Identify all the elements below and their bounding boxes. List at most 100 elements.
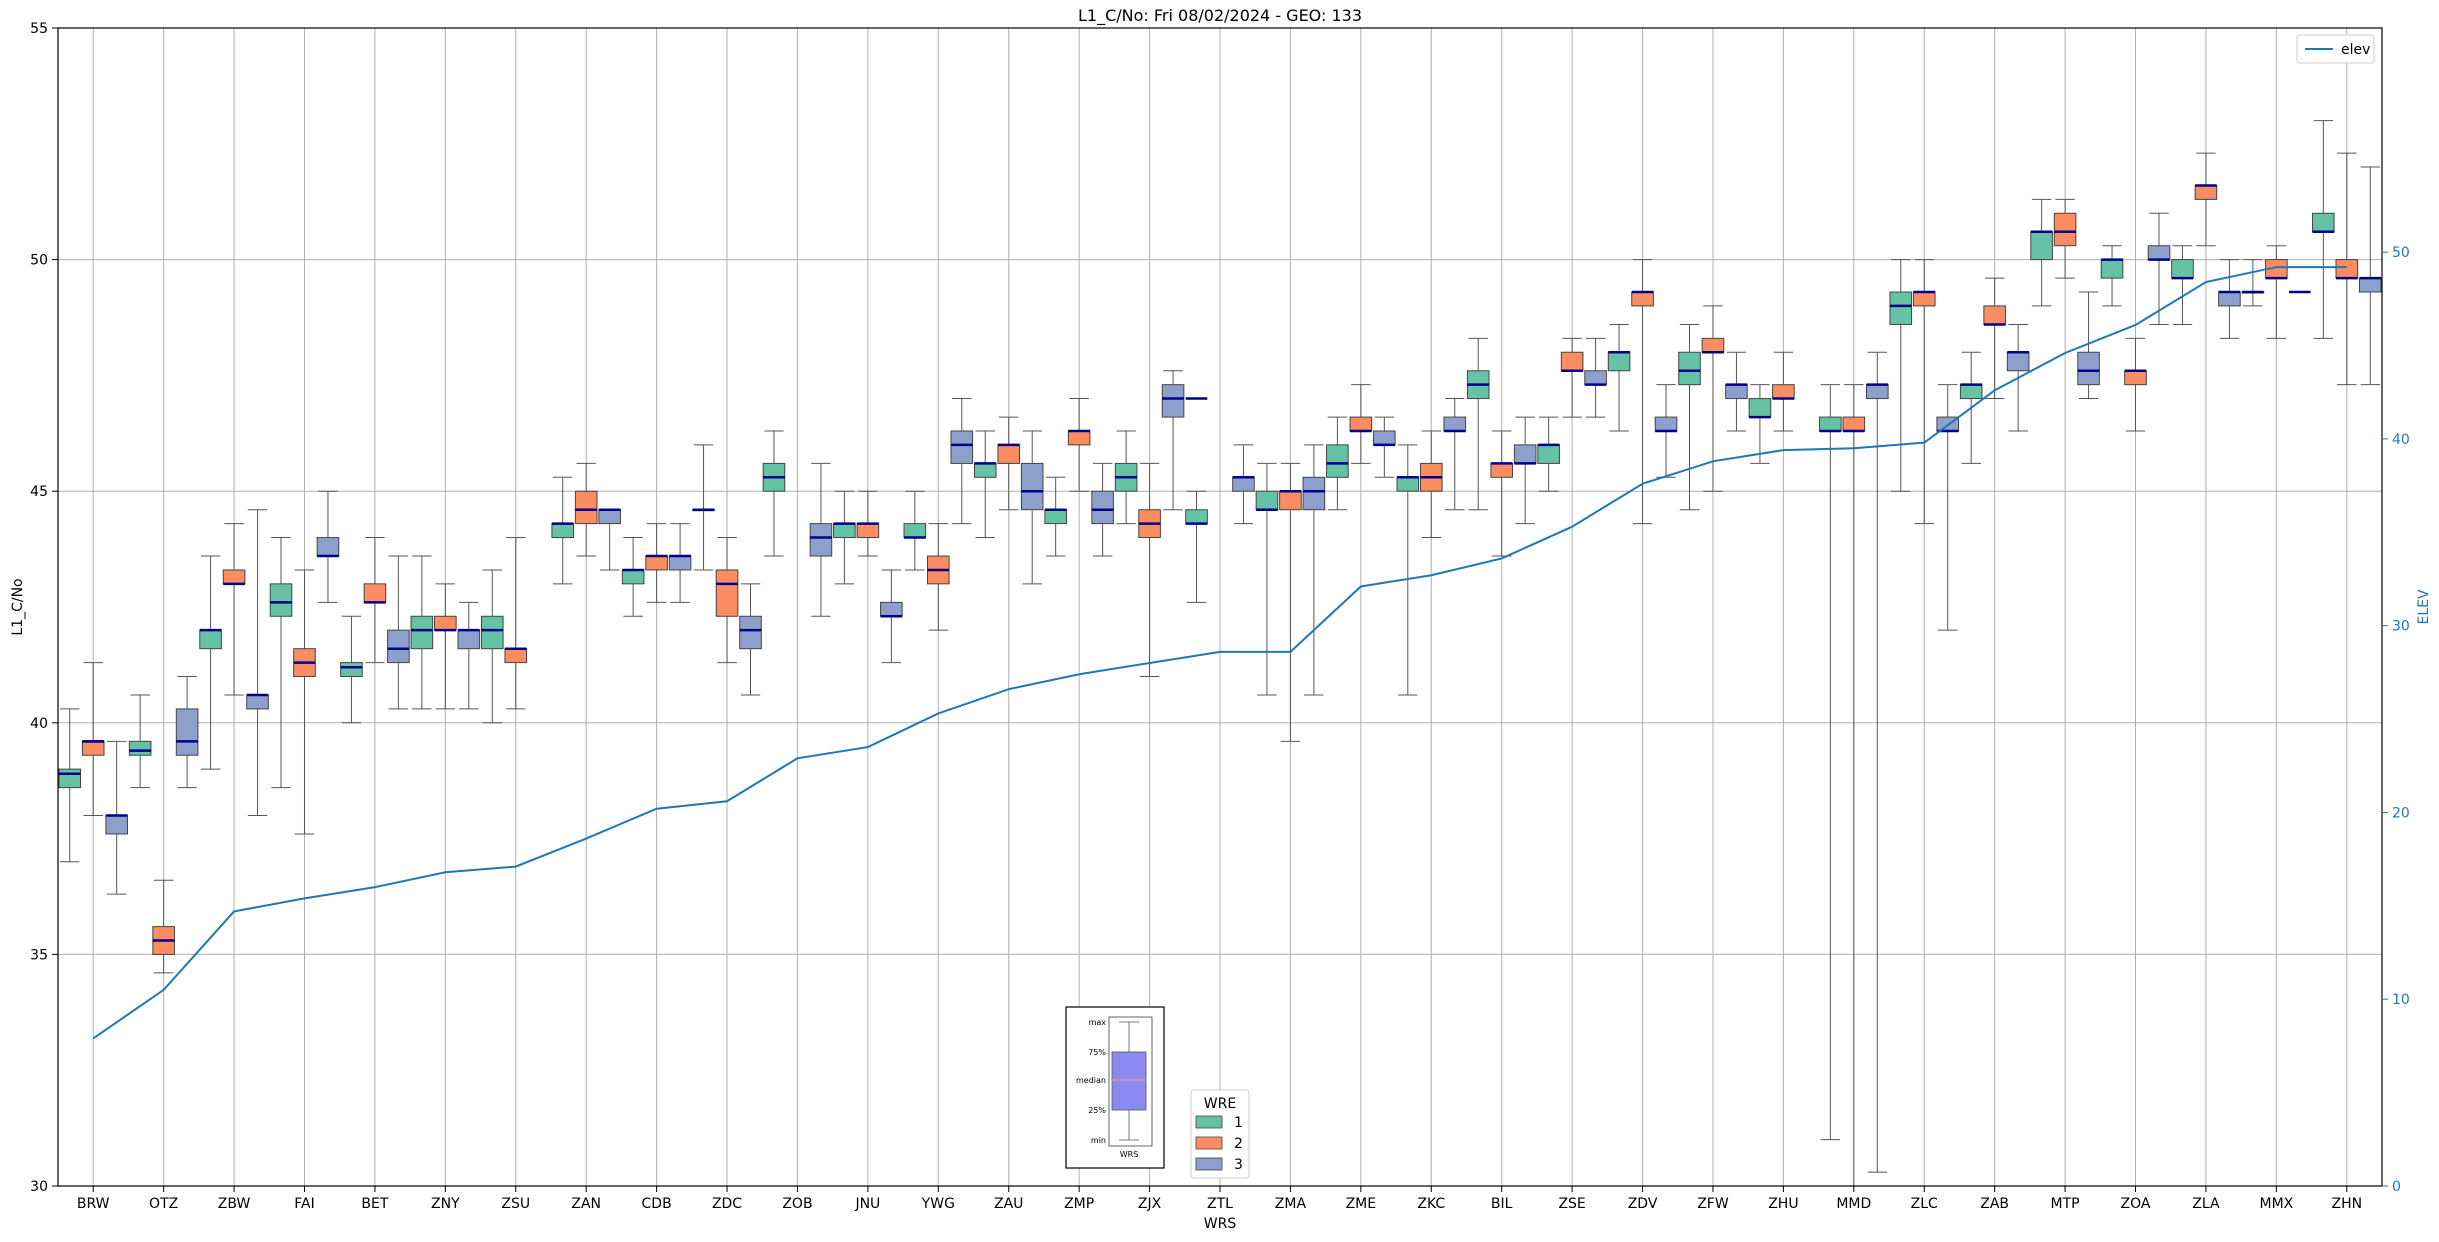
box-3-BET xyxy=(387,629,410,664)
box-3-YWG xyxy=(950,430,974,464)
inset-label: max xyxy=(1089,1018,1107,1027)
wre-legend-label-1: 1 xyxy=(1234,1115,1243,1131)
box-1-ZKC xyxy=(1396,476,1420,492)
box-3-BRW xyxy=(105,814,128,835)
box-3-MMD xyxy=(1865,384,1889,400)
box-2-JNU xyxy=(856,523,880,539)
box-1-ZDV xyxy=(1607,351,1631,372)
box-3-ZAU xyxy=(1020,462,1044,511)
box-2-ZBW xyxy=(222,569,246,585)
box-1-ZHN xyxy=(2312,212,2335,233)
box-2-ZAU xyxy=(997,444,1021,464)
x-tick-label: ZDV xyxy=(1628,1196,1658,1212)
x-tick-label: ZFW xyxy=(1697,1196,1729,1212)
box-2-ZSE xyxy=(1560,351,1584,372)
y-right-tick-label: 20 xyxy=(2392,805,2410,821)
x-tick-label: ZJX xyxy=(1138,1196,1162,1212)
elev-legend: elev xyxy=(2296,34,2375,64)
x-tick-label: YWG xyxy=(921,1196,955,1212)
x-tick-label: ZLA xyxy=(2192,1196,2220,1212)
box-3-ZBW xyxy=(246,694,269,710)
y-axis-label: L1_C/No xyxy=(10,578,26,635)
box-1-ZLA xyxy=(2171,259,2194,279)
y-right-tick-label: 40 xyxy=(2392,432,2410,448)
x-tick-label: ZMA xyxy=(1275,1196,1307,1212)
chart-title: L1_C/No: Fri 08/02/2024 - GEO: 133 xyxy=(1078,6,1362,26)
box-3-JNU xyxy=(880,601,903,617)
box-2-BET xyxy=(363,583,387,603)
y-tick-label: 55 xyxy=(30,21,48,37)
y-right-tick-label: 0 xyxy=(2392,1179,2401,1195)
x-tick-label: BET xyxy=(361,1196,388,1212)
box-1-ZHU xyxy=(1748,398,1772,418)
box-2-ZDC xyxy=(715,569,739,617)
x-tick-label: ZBW xyxy=(218,1196,251,1212)
wre-legend-frame xyxy=(1190,1089,1250,1179)
inset-label: median xyxy=(1076,1076,1106,1085)
box-3-ZDV xyxy=(1654,416,1678,432)
box-1-ZAU xyxy=(973,462,997,478)
inset-label: 75% xyxy=(1088,1048,1106,1057)
box-2-CDB xyxy=(645,555,668,571)
inset-x-label: WRS xyxy=(1120,1150,1139,1159)
x-tick-label: ZOB xyxy=(782,1196,812,1212)
x-tick-label: ZDC xyxy=(712,1196,742,1212)
box-2-ZAN xyxy=(574,490,598,525)
box-1-ZFW xyxy=(1678,351,1701,386)
box-3-ZOA xyxy=(2147,245,2171,261)
box-2-ZOA xyxy=(2124,370,2147,386)
box-2-ZLA xyxy=(2194,184,2218,200)
x-tick-label: ZKC xyxy=(1417,1196,1445,1212)
x-tick-label: ZOA xyxy=(2121,1196,2151,1212)
wre-legend-title: WRE xyxy=(1204,1096,1236,1112)
box-1-BRW xyxy=(58,768,82,789)
elev-line xyxy=(92,266,2347,1040)
box-2-ZDV xyxy=(1631,291,1654,307)
box-2-MTP xyxy=(2053,212,2077,247)
box-2-ZLC xyxy=(1912,291,1936,307)
box-3-ZME xyxy=(1373,430,1396,446)
box-1-ZOA xyxy=(2100,259,2124,279)
axes: 30 35 40 45 50 55 0 10 20 30 40 50 BRW OTZ ZBW FAI BET ZN… xyxy=(30,21,2410,1212)
box-2-ZFW xyxy=(1701,337,1725,353)
box-3-MTP xyxy=(2077,351,2100,386)
y-tick-label: 50 xyxy=(30,253,48,269)
box-3-ZOB xyxy=(809,523,833,557)
x-tick-label: ZHN xyxy=(2331,1196,2362,1212)
box-2-MMD xyxy=(1842,416,1866,432)
x-tick-label: BIL xyxy=(1491,1196,1513,1212)
box-3-ZLA xyxy=(2218,291,2241,307)
x-tick-label: JNU xyxy=(854,1196,880,1212)
box-1-ZNY xyxy=(410,615,434,650)
box-2-BRW xyxy=(81,740,105,756)
wre-legend: WRE 1 2 3 xyxy=(1190,1089,1250,1179)
box-1-OTZ xyxy=(128,740,152,756)
box-3-ZMA xyxy=(1302,476,1326,511)
box-1-MMD xyxy=(1819,416,1842,432)
x-axis-label: WRS xyxy=(1204,1216,1237,1232)
y-tick-label: 40 xyxy=(30,716,48,732)
box-3-ZAN xyxy=(598,509,621,525)
box-2-ZMA xyxy=(1279,490,1302,511)
box-1-ZTL xyxy=(1185,509,1208,525)
box-1-BET xyxy=(340,662,363,677)
box-1-YWG xyxy=(903,523,927,539)
wre-legend-label-3: 3 xyxy=(1234,1157,1243,1173)
wre-legend-swatch-2 xyxy=(1195,1136,1223,1150)
x-tick-label: ZSU xyxy=(501,1196,530,1212)
box-1-ZME xyxy=(1326,444,1349,478)
wre-legend-swatch-1 xyxy=(1195,1115,1223,1129)
x-tick-label: ZME xyxy=(1346,1196,1377,1212)
box-3-ZFW xyxy=(1725,384,1748,400)
y-right-tick-label: 30 xyxy=(2392,619,2410,635)
elev-legend-frame xyxy=(2296,34,2375,64)
x-tick-label: FAI xyxy=(294,1196,314,1212)
y-axis-right-label: ELEV xyxy=(2416,589,2432,624)
inset-label: min xyxy=(1091,1136,1106,1145)
x-tick-label: ZHU xyxy=(1768,1196,1798,1212)
x-tick-label: ZMP xyxy=(1064,1196,1094,1212)
box-1-FAI xyxy=(269,583,293,617)
box-3-ZMP xyxy=(1091,490,1114,525)
x-tick-label: MMD xyxy=(1836,1196,1871,1212)
